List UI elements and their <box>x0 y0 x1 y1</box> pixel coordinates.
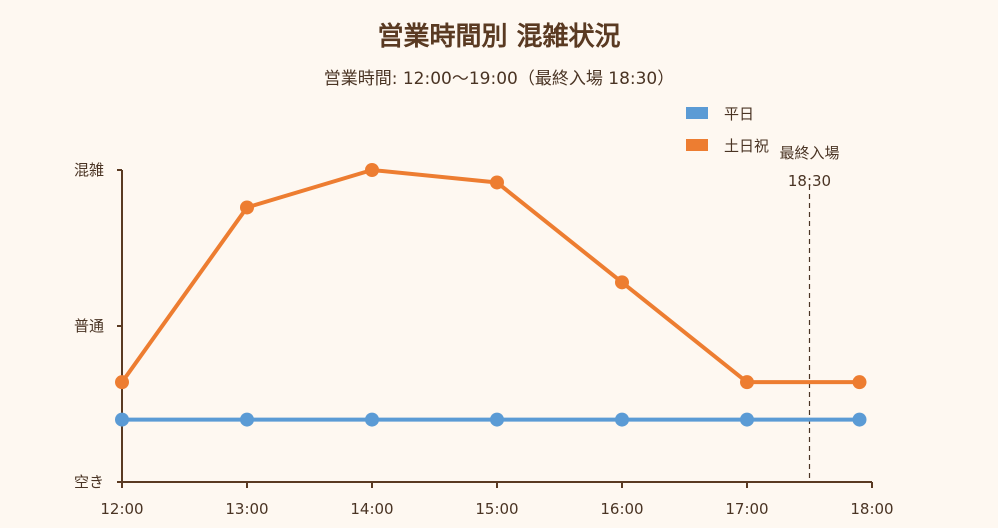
series-1-point-3 <box>490 175 504 190</box>
series-0-point-2 <box>365 412 379 427</box>
x-tick-label-1: 13:00 <box>225 500 268 518</box>
series-0-point-1 <box>240 412 254 427</box>
series-0-point-4 <box>615 412 629 427</box>
y-tick-label-0: 空き <box>74 473 104 491</box>
series-1-point-4 <box>615 275 629 290</box>
last-entry-annotation-label: 最終入場 <box>779 144 839 162</box>
series-1-point-1 <box>240 200 254 215</box>
y-tick-label-2: 混雑 <box>74 161 104 179</box>
legend-swatch-1 <box>686 139 708 151</box>
legend-swatch-0 <box>686 107 708 119</box>
series-0-point-3 <box>490 412 504 427</box>
last-entry-annotation-time: 18:30 <box>788 172 831 190</box>
legend-label-1: 土日祝 <box>724 137 769 155</box>
x-tick-label-3: 15:00 <box>475 500 518 518</box>
series-0-point-5 <box>740 412 754 427</box>
x-tick-label-5: 17:00 <box>725 500 768 518</box>
legend-label-0: 平日 <box>724 105 754 123</box>
series-0-point-6 <box>852 412 867 427</box>
series-1-point-2 <box>365 163 379 177</box>
series-1-point-5 <box>740 375 754 390</box>
chart-title: 営業時間別 混雑状況 <box>377 22 621 52</box>
chart-subtitle: 営業時間: 12:00〜19:00（最終入場 18:30） <box>323 69 675 89</box>
x-tick-label-2: 14:00 <box>350 500 393 518</box>
x-tick-label-0: 12:00 <box>100 500 143 518</box>
x-tick-label-4: 16:00 <box>600 500 643 518</box>
y-tick-label-1: 普通 <box>74 317 104 335</box>
x-tick-label-6: 18:00 <box>850 500 893 518</box>
series-1-point-0 <box>115 375 129 390</box>
series-line-1 <box>120 168 860 385</box>
series-0-point-0 <box>115 412 129 427</box>
series-1-point-6 <box>852 375 867 390</box>
